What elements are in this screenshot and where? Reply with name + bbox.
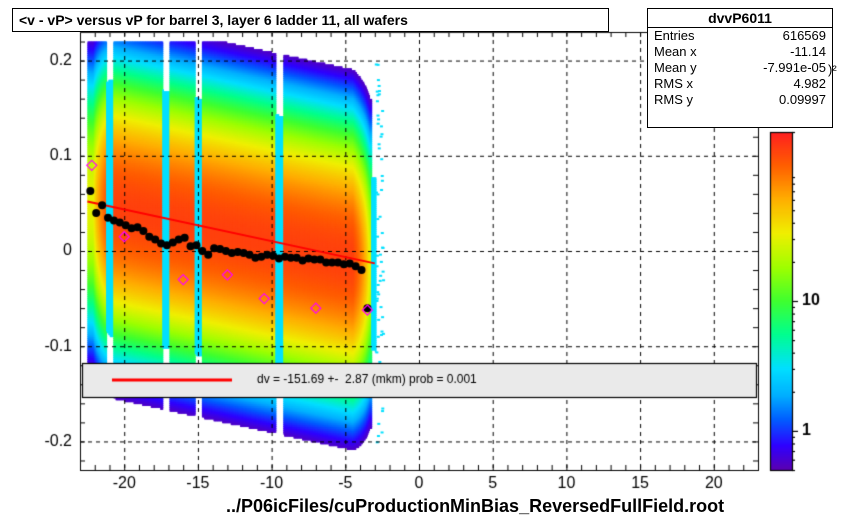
footer-path: ../P06icFiles/cuProductionMinBias_Revers… [226, 496, 724, 517]
stats-row: Entries 616569 [648, 28, 832, 44]
stats-box: dvvP6011 Entries 616569 Mean x -11.14 Me… [647, 8, 833, 128]
stats-label: Entries [654, 28, 694, 44]
stats-value: -11.14 [790, 44, 826, 60]
stats-histname: dvvP6011 [648, 9, 832, 28]
stats-label: RMS y [654, 92, 693, 108]
stats-label: Mean x [654, 44, 697, 60]
stats-row: RMS x 4.982 [648, 76, 832, 92]
stats-row: Mean x -11.14 [648, 44, 832, 60]
stats-row: Mean y -7.991e-05 [648, 60, 832, 76]
stats-label: RMS x [654, 76, 693, 92]
stats-row: RMS y 0.09997 [648, 92, 832, 108]
plot-title: <v - vP> versus vP for barrel 3, layer 6… [12, 8, 609, 32]
stats-value: 4.982 [793, 76, 826, 92]
stats-value: 616569 [783, 28, 826, 44]
stats-label: Mean y [654, 60, 697, 76]
stats-value: -7.991e-05 [763, 60, 826, 76]
z-axis-exponent: )² [828, 62, 837, 77]
stats-value: 0.09997 [779, 92, 826, 108]
